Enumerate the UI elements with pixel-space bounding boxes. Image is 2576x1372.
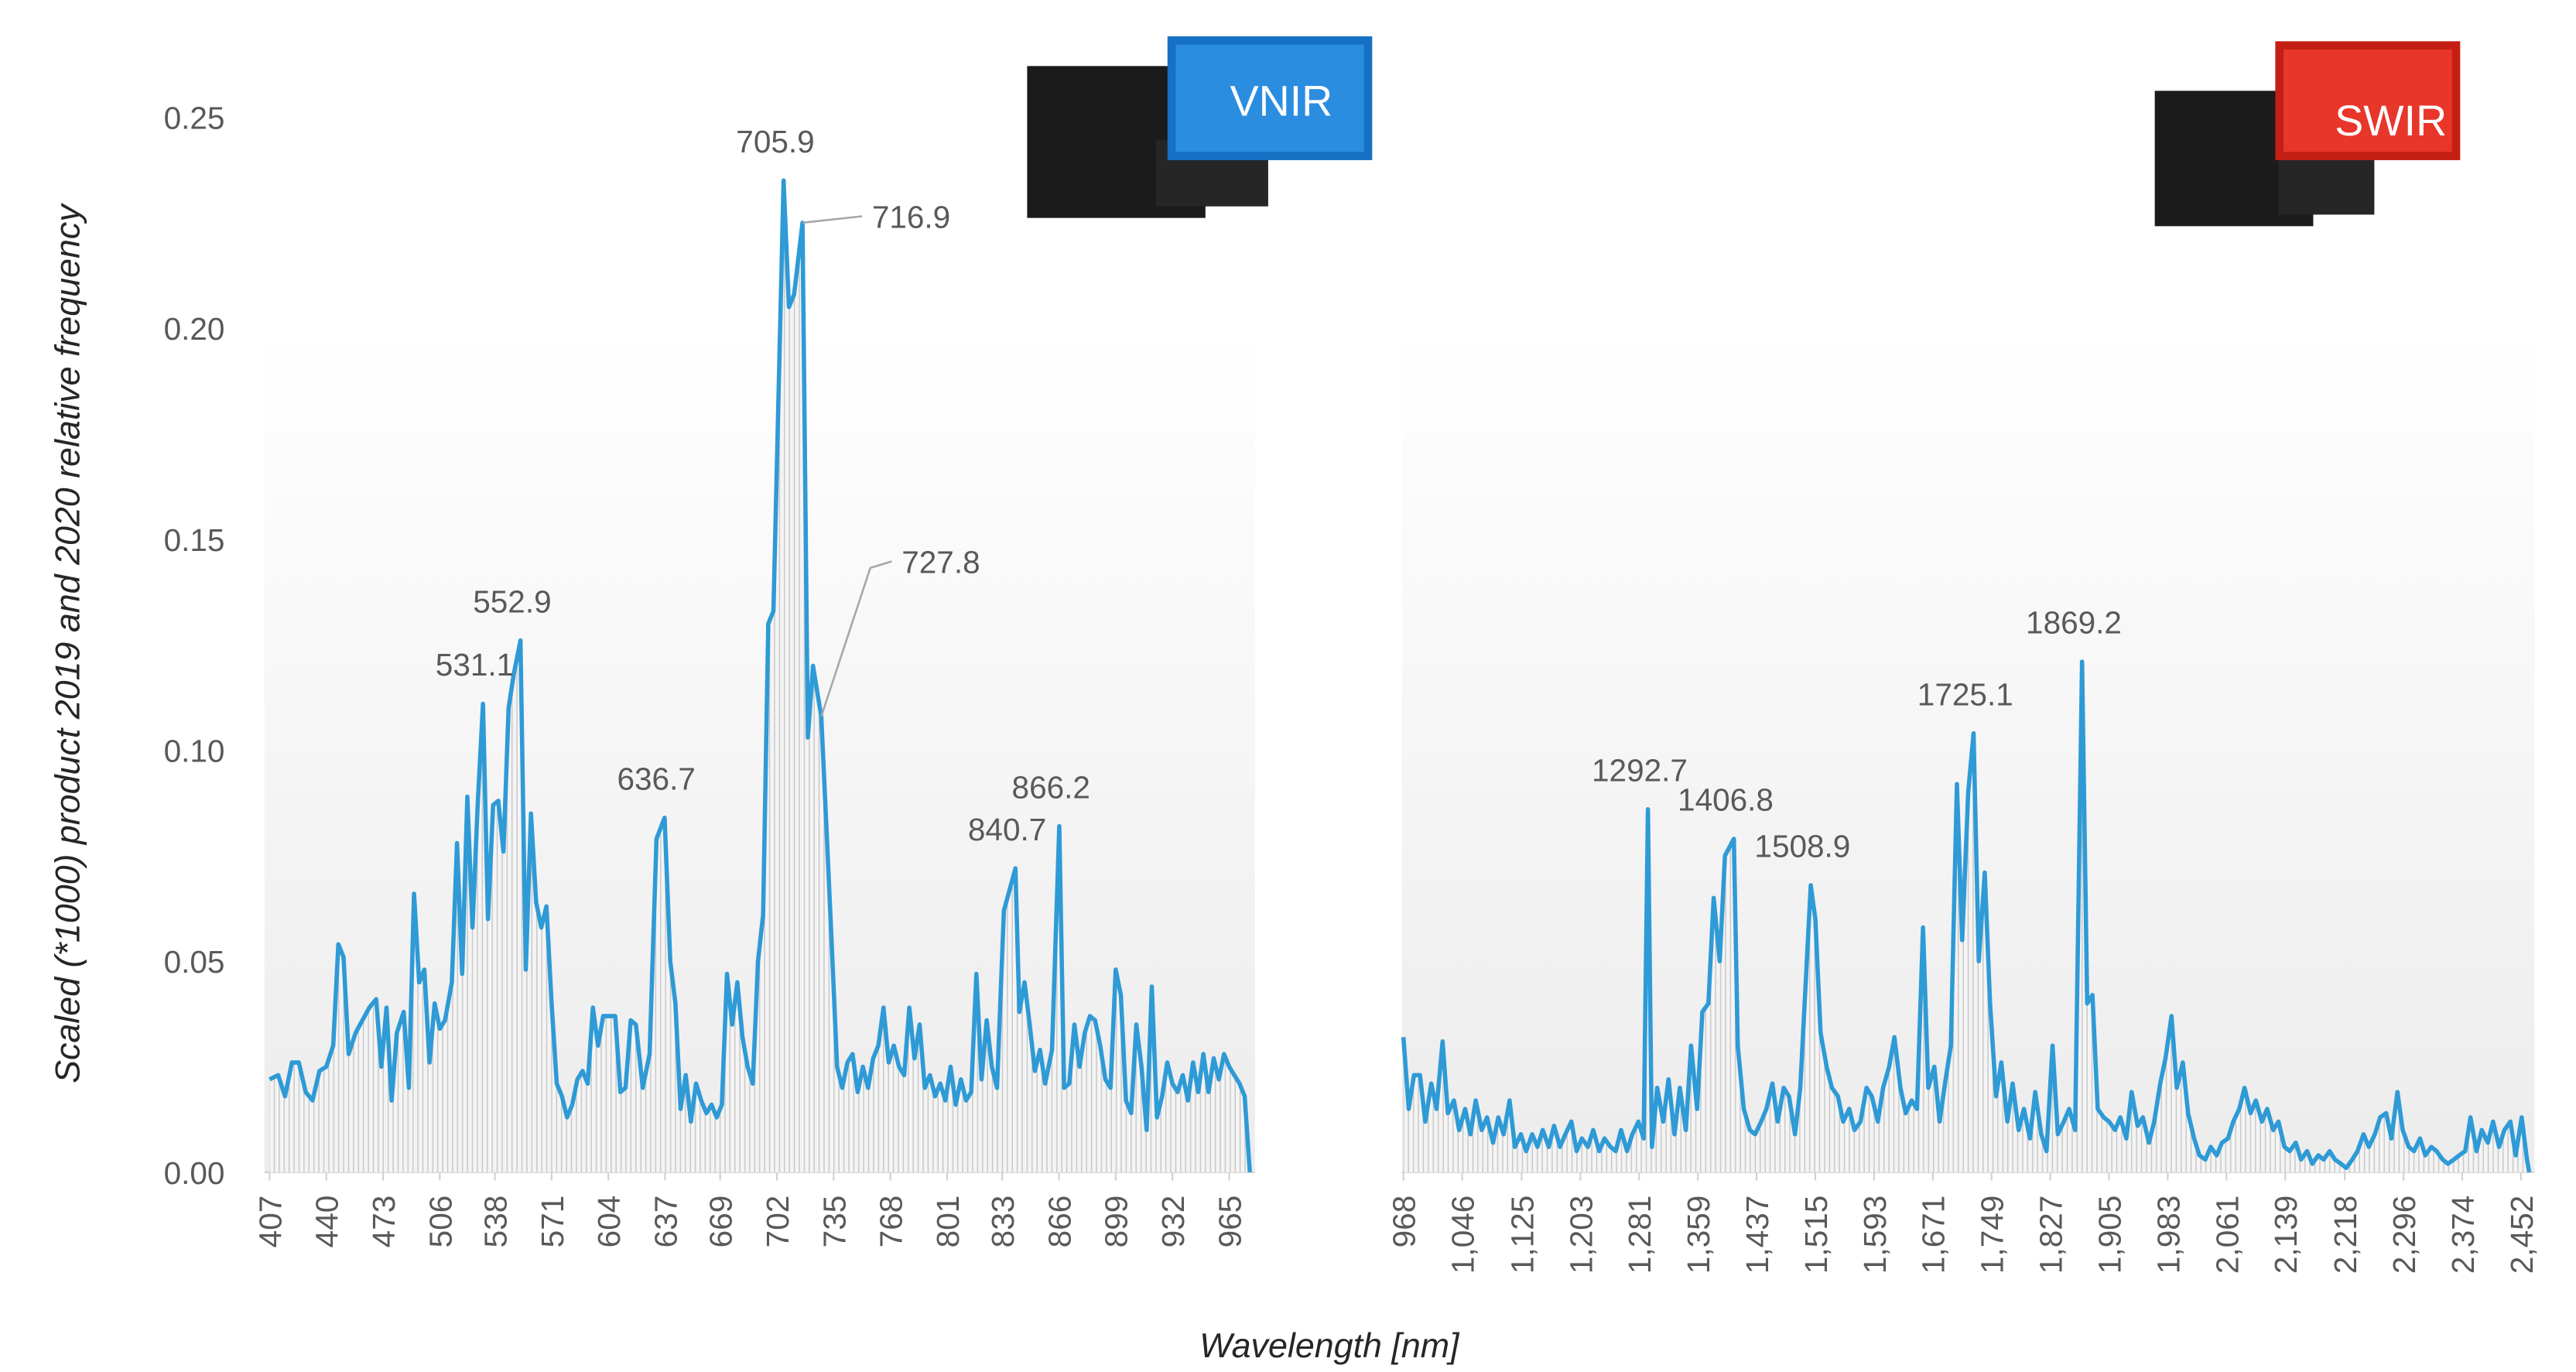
x-axis-label: Wavelength [nm] — [1199, 1326, 1460, 1365]
annotation: 866.2 — [1012, 769, 1090, 805]
x-tick-label: 2,452 — [2504, 1196, 2540, 1274]
x-tick-label: 899 — [1099, 1196, 1134, 1248]
x-tick-label: 407 — [252, 1196, 288, 1248]
x-tick-label: 1,827 — [2034, 1196, 2069, 1274]
x-tick-label: 2,061 — [2209, 1196, 2245, 1274]
y-tick-label: 0.20 — [164, 311, 225, 347]
x-tick-label: 669 — [703, 1196, 739, 1248]
annotation: 1725.1 — [1917, 676, 2013, 712]
annotation: 1869.2 — [2026, 605, 2122, 641]
x-tick-label: 2,374 — [2445, 1196, 2481, 1274]
y-tick-label: 0.10 — [164, 733, 225, 768]
x-tick-label: 866 — [1042, 1196, 1077, 1248]
x-tick-label: 833 — [985, 1196, 1021, 1248]
x-tick-label: 1,125 — [1504, 1196, 1540, 1274]
x-tick-label: 440 — [310, 1196, 345, 1248]
x-tick-label: 1,671 — [1916, 1196, 1952, 1274]
x-tick-label: 637 — [648, 1196, 683, 1248]
annotation: 727.8 — [901, 544, 980, 580]
camera-label: SWIR — [2335, 97, 2447, 145]
x-tick-label: 1,359 — [1681, 1196, 1716, 1274]
x-tick-label: 702 — [760, 1196, 795, 1248]
y-tick-label: 0.25 — [164, 100, 225, 135]
swir-camera: SWIR — [2154, 41, 2461, 227]
x-tick-label: 538 — [477, 1196, 513, 1248]
x-tick-label: 2,218 — [2328, 1196, 2363, 1274]
x-tick-label: 1,203 — [1563, 1196, 1599, 1274]
y-tick-label: 0.05 — [164, 944, 225, 980]
camera-label: VNIR — [1230, 77, 1333, 125]
line — [1401, 659, 2532, 1173]
line — [269, 178, 1252, 1173]
x-tick-label: 801 — [930, 1196, 966, 1248]
annotation: 840.7 — [968, 812, 1046, 847]
x-tick-label: 473 — [366, 1196, 402, 1248]
leader-line — [820, 560, 892, 717]
y-tick-label: 0.00 — [164, 1155, 225, 1191]
annotation: 531.1 — [436, 647, 514, 683]
x-tick-label: 1,515 — [1798, 1196, 1834, 1274]
x-tick-label: 1,281 — [1622, 1196, 1657, 1274]
x-tick-label: 1,593 — [1857, 1196, 1893, 1274]
x-tick-label: 932 — [1155, 1196, 1191, 1248]
x-tick-label: 1,046 — [1445, 1196, 1481, 1274]
leader-line — [802, 215, 863, 224]
x-tick-label: 965 — [1212, 1196, 1247, 1248]
annotation: 1406.8 — [1678, 782, 1774, 818]
x-tick-label: 604 — [591, 1196, 627, 1248]
x-tick-label: 571 — [535, 1196, 570, 1248]
x-tick-label: 1,905 — [2092, 1196, 2127, 1274]
x-tick-label: 1,749 — [1975, 1196, 2010, 1274]
x-tick-label: 1,983 — [2150, 1196, 2186, 1274]
area — [1403, 661, 2530, 1172]
x-tick-label: 506 — [422, 1196, 458, 1248]
x-tick-label: 768 — [874, 1196, 909, 1248]
annotation: 716.9 — [872, 199, 950, 234]
annotation: 552.9 — [473, 583, 551, 619]
annotation: 705.9 — [736, 124, 814, 159]
x-tick-label: 968 — [1387, 1196, 1422, 1248]
x-tick-label: 1,437 — [1740, 1196, 1775, 1274]
x-tick-label: 2,139 — [2268, 1196, 2304, 1274]
y-axis-label: Scaled (*1000) product 2019 and 2020 rel… — [49, 203, 87, 1083]
annotation: 1292.7 — [1592, 753, 1688, 789]
x-tick-label: 2,296 — [2386, 1196, 2422, 1274]
vnir-camera: VNIR — [1027, 36, 1373, 218]
y-tick-label: 0.15 — [164, 522, 225, 558]
annotation: 1508.9 — [1754, 829, 1850, 864]
annotation: 636.7 — [617, 761, 695, 796]
x-tick-label: 735 — [816, 1196, 852, 1248]
